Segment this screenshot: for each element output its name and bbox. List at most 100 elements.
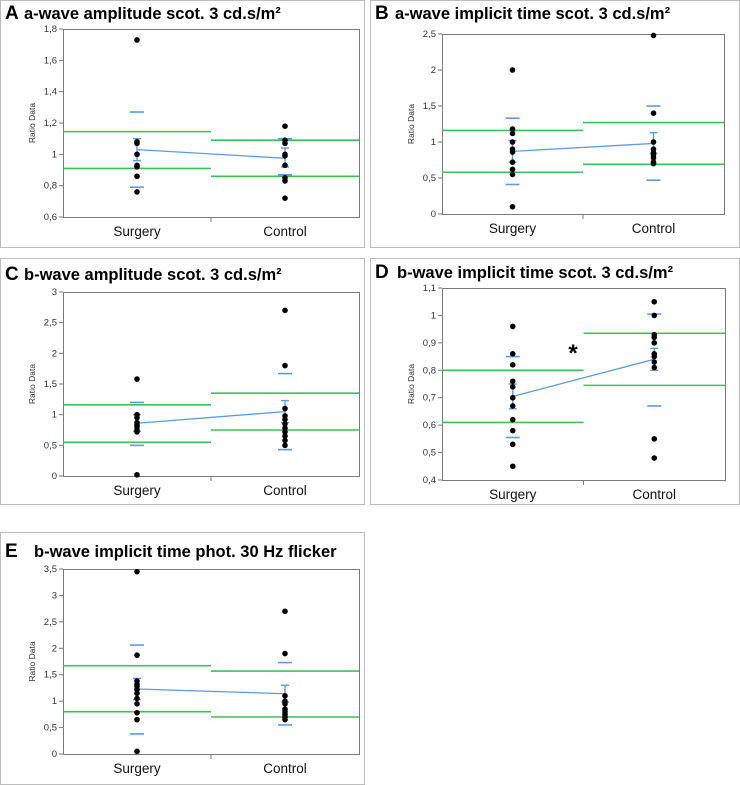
data-point: [651, 436, 658, 442]
mean-line: [136, 148, 286, 159]
y-tick-label: 0,4: [423, 475, 436, 486]
y-tick-label: 2,5: [44, 617, 57, 628]
y-tick-label: 1: [52, 149, 57, 160]
x-category-label: Surgery: [489, 487, 537, 502]
data-point: [134, 37, 140, 43]
data-point: [134, 429, 140, 435]
data-point: [134, 140, 140, 147]
data-point: [509, 130, 516, 137]
data-point: [651, 364, 658, 371]
data-point: [134, 716, 140, 723]
data-point: [282, 650, 288, 657]
y-tick-label: 2: [52, 348, 57, 359]
data-point: [134, 151, 140, 158]
data-point: [509, 139, 516, 145]
x-category-label: Surgery: [113, 761, 161, 776]
y-tick-label: 1: [431, 137, 436, 148]
y-tick-label: 1,6: [44, 55, 57, 66]
mean-line: [136, 688, 286, 695]
data-point: [134, 164, 140, 170]
y-tick-label: 1,1: [423, 283, 436, 294]
data-point: [651, 340, 658, 346]
data-point: [509, 416, 516, 423]
y-tick-label: 0,8: [423, 365, 436, 376]
data-point: [509, 149, 516, 155]
data-point: [509, 441, 516, 448]
y-tick-label: 2: [52, 643, 57, 654]
y-tick-label: 1: [52, 410, 57, 421]
y-axis-title: Ratio Data: [406, 364, 416, 404]
y-tick-label: 3,5: [44, 564, 57, 575]
data-point: [650, 139, 657, 145]
y-tick-label: 0: [52, 471, 57, 482]
data-point: [509, 362, 516, 368]
data-point: [134, 709, 140, 716]
data-point: [282, 153, 288, 159]
data-point: [509, 166, 516, 173]
plot-area: [442, 34, 725, 215]
panel-title: b-wave implicit time scot. 3 cd.s/m²: [397, 264, 674, 282]
panel-letter: D: [375, 262, 389, 283]
data-point: [282, 716, 288, 723]
data-point: [651, 353, 658, 360]
significance-marker: *: [568, 340, 578, 367]
y-tick-label: 0,6: [44, 212, 57, 223]
y-tick-label: 0,9: [423, 338, 436, 349]
data-point: [282, 307, 288, 314]
y-axis-title: Ratio Data: [27, 364, 37, 404]
data-point: [282, 362, 288, 369]
data-point: [509, 427, 516, 434]
data-point: [134, 652, 140, 658]
data-point: [650, 155, 657, 161]
data-point: [282, 195, 288, 201]
panel-title: a-wave implicit time scot. 3 cd.s/m²: [395, 5, 671, 23]
data-point: [509, 378, 516, 385]
data-point: [650, 160, 657, 167]
data-point: [651, 455, 658, 461]
x-category-label: Control: [263, 224, 307, 239]
panel-letter: B: [375, 3, 389, 24]
data-point: [134, 748, 140, 755]
data-point: [282, 693, 288, 699]
data-point: [282, 416, 288, 423]
y-tick-label: 1,8: [44, 24, 57, 35]
data-point: [509, 323, 516, 330]
mean-line: [512, 358, 655, 397]
data-point: [509, 463, 516, 470]
panel-title: b-wave implicit time phot. 30 Hz flicker: [34, 543, 337, 561]
plot-area: [63, 29, 360, 218]
y-axis-title: Ratio Data: [406, 104, 416, 144]
y-tick-label: 2: [431, 65, 436, 76]
y-tick-label: 1,4: [44, 87, 57, 98]
y-tick-label: 0,6: [423, 420, 436, 431]
data-point: [650, 32, 657, 39]
data-point: [282, 123, 288, 129]
data-point: [650, 110, 657, 116]
y-tick-label: 0,5: [423, 173, 436, 184]
data-point: [282, 405, 288, 412]
plot-area: [442, 288, 726, 481]
panel-title: a-wave amplitude scot. 3 cd.s/m²: [24, 5, 281, 23]
data-point: [282, 162, 288, 169]
data-point: [282, 178, 288, 184]
data-point: [509, 403, 516, 409]
y-tick-label: 3: [52, 287, 57, 298]
data-point: [651, 334, 658, 341]
y-axis-title: Ratio Data: [27, 103, 37, 143]
y-tick-label: 1: [52, 696, 57, 707]
plot-area: [63, 569, 360, 755]
y-axis-title: Ratio Data: [27, 641, 37, 681]
x-category-label: Control: [263, 761, 307, 776]
y-tick-label: 0,5: [423, 448, 436, 459]
panel-letter: C: [5, 264, 19, 285]
data-point: [282, 608, 288, 615]
data-point: [509, 204, 516, 210]
mean-line: [512, 142, 654, 153]
data-point: [134, 700, 140, 707]
data-point: [134, 414, 140, 421]
x-category-label: Control: [263, 483, 307, 498]
data-point: [509, 394, 516, 401]
panel-title: b-wave amplitude scot. 3 cd.s/m²: [24, 266, 282, 284]
